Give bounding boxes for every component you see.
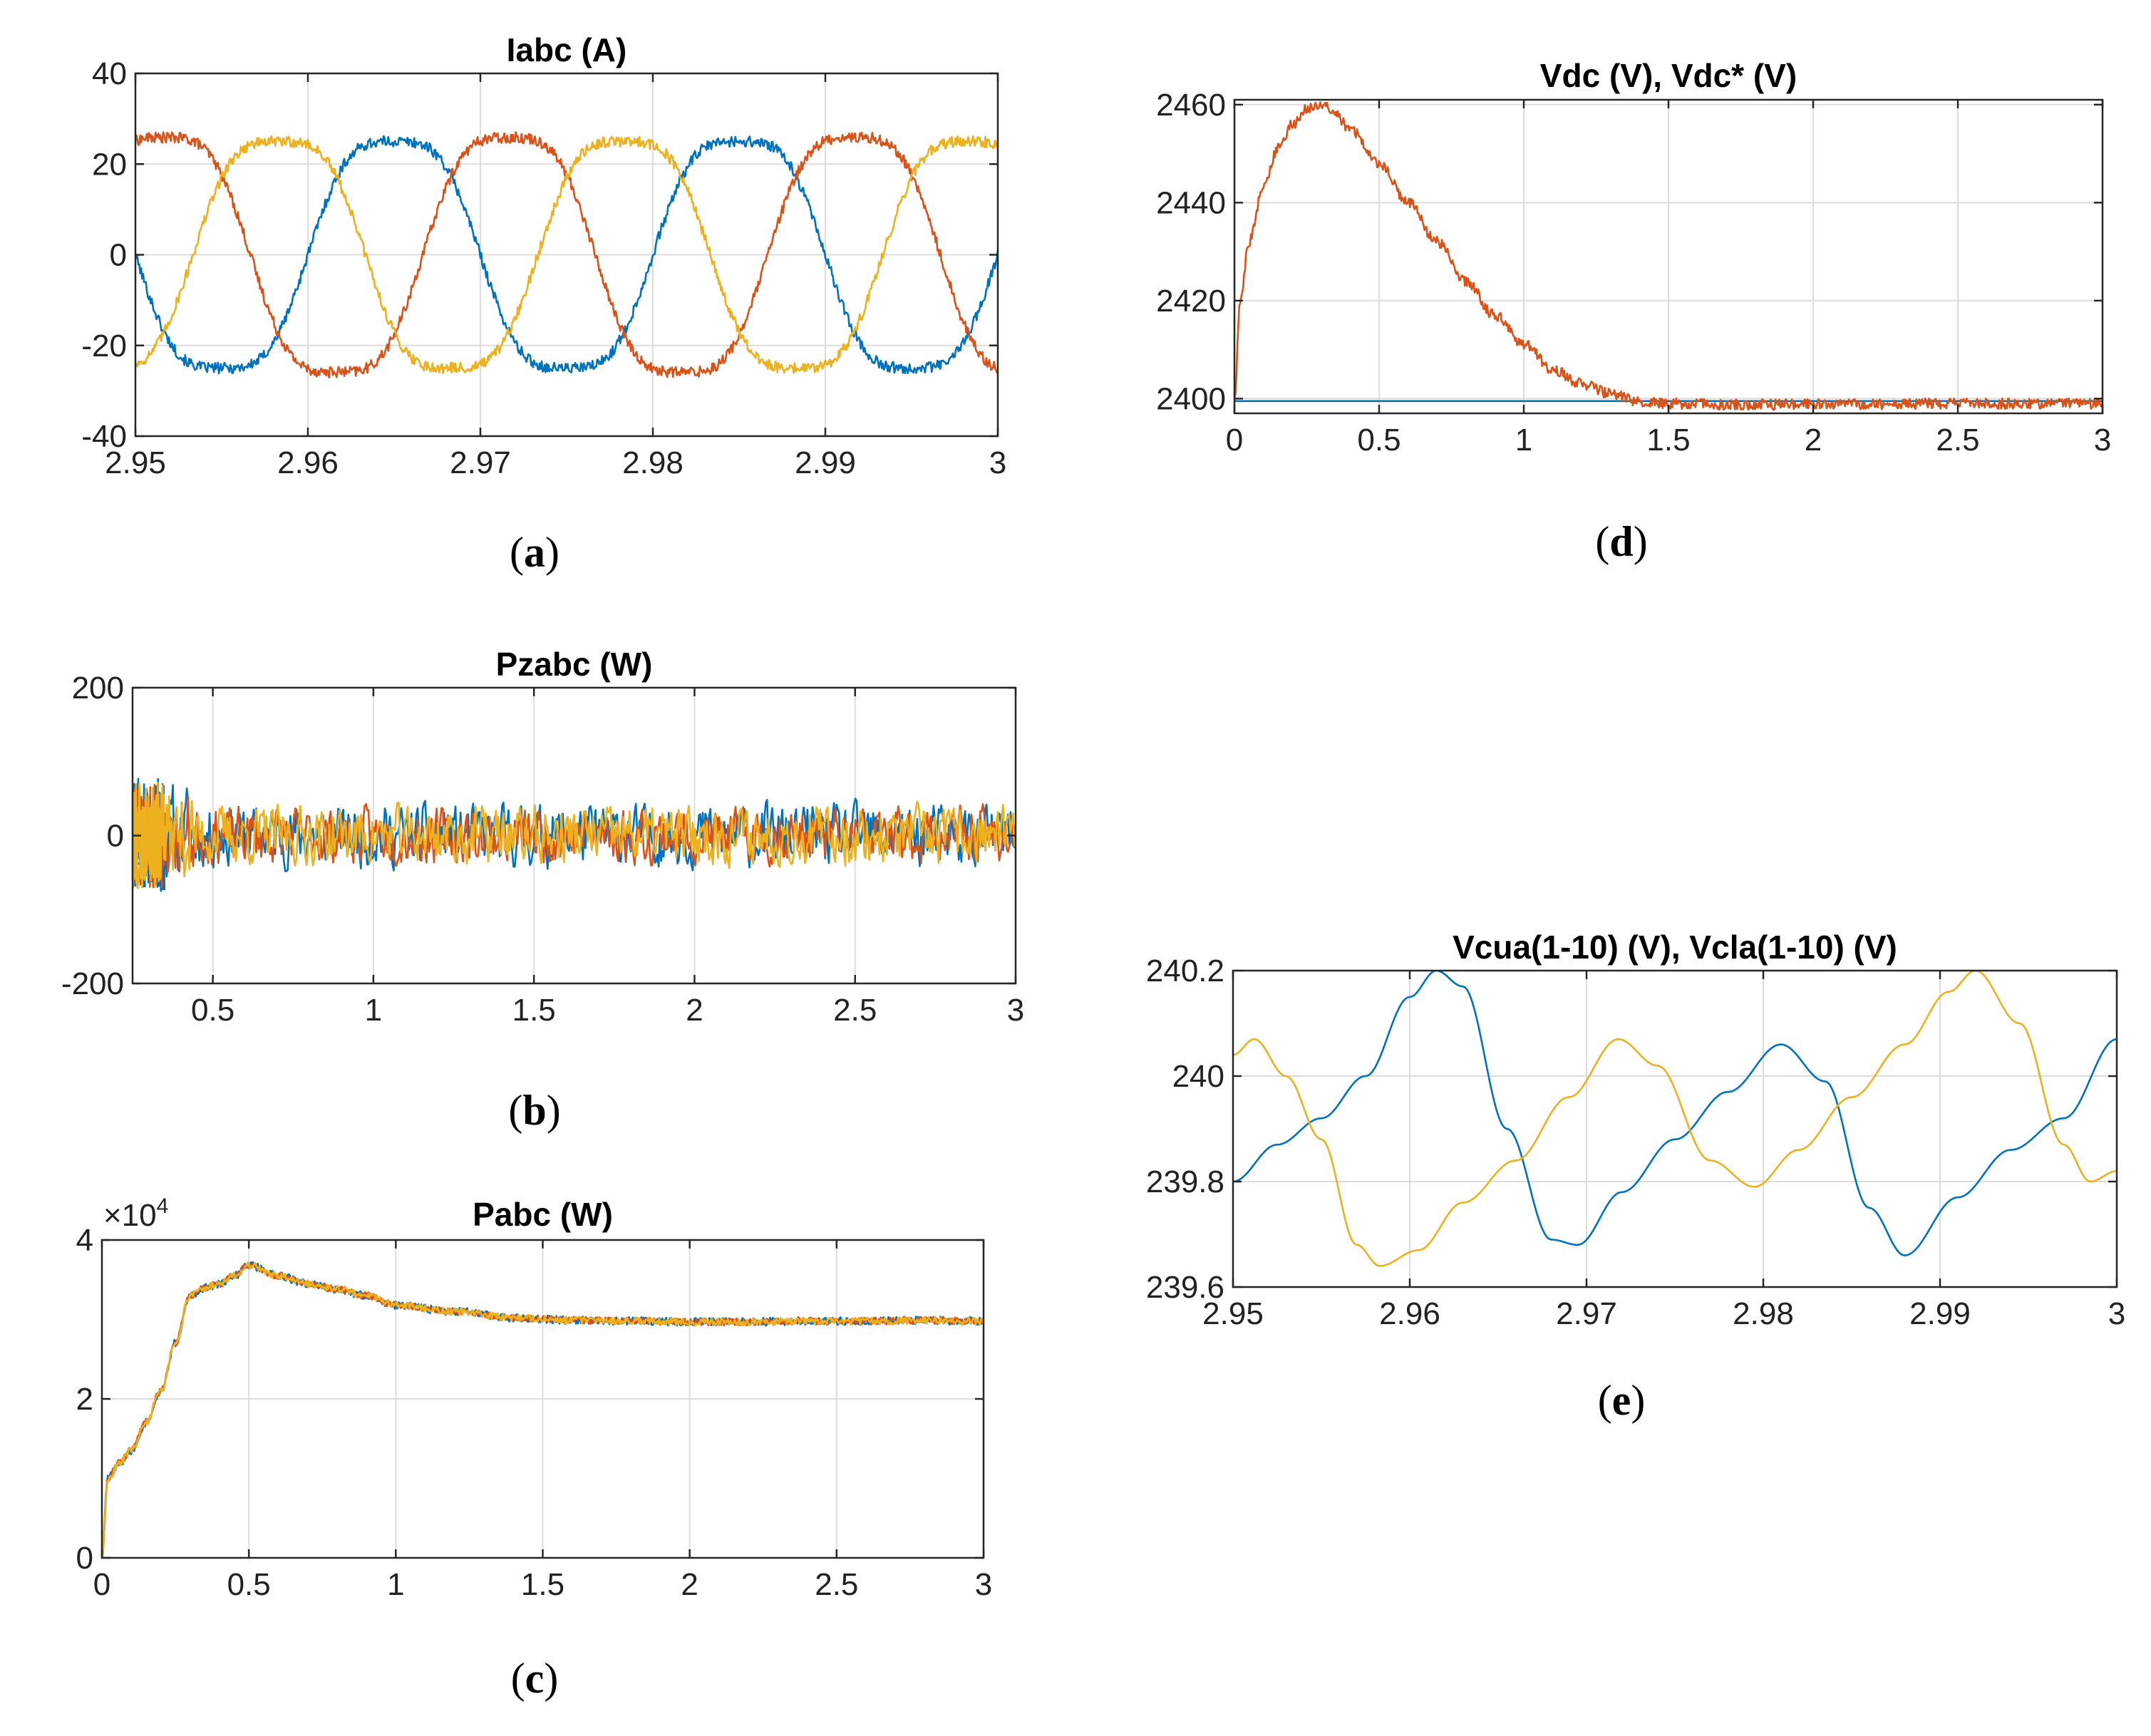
x-tick-label: 1	[1515, 423, 1532, 458]
x-tick-label: 2.97	[450, 445, 511, 480]
x-tick-label: 3	[2094, 423, 2111, 458]
x-tick-label: 2.95	[1202, 1296, 1264, 1331]
series-line-pzc	[133, 781, 1016, 889]
y-tick-label: 2440	[1156, 185, 1226, 220]
series-line-vcua	[1233, 971, 2117, 1256]
x-tick-label: 2.95	[105, 445, 166, 480]
x-tick-label: 0.5	[191, 993, 234, 1028]
axes-frame	[1232, 969, 2118, 1288]
y-tick-label: -40	[81, 419, 127, 454]
chart-title: Pzabc (W)	[496, 646, 653, 683]
panel-label-a: (a)	[510, 529, 559, 576]
y-tick-label: -20	[81, 329, 127, 363]
x-tick-label: 1	[365, 993, 382, 1028]
y-tick-label: 0	[107, 819, 124, 854]
panel-label-c: (c)	[511, 1655, 559, 1702]
y-tick-label: 0	[110, 238, 127, 273]
y-tick-label: 20	[92, 147, 127, 182]
y-tick-label: 240.2	[1146, 954, 1224, 988]
chart-b: 0.5 1 1.5 2 2.5 3 -200 0 200 Pzabc (W) (b)	[61, 646, 1024, 1134]
chart-e: 2.95 2.96 2.97 2.98 2.99 3 239.6 239.8 240 240.2 V…	[1146, 929, 2125, 1424]
panel-label-e: (e)	[1598, 1377, 1646, 1424]
x-tick-label: 3	[975, 1567, 992, 1602]
series-group	[102, 1261, 984, 1558]
panel-label-b: (b)	[508, 1087, 560, 1134]
x-tick-label: 2	[686, 993, 703, 1028]
y-tick-label: -200	[61, 966, 124, 1001]
y-tick-label: 40	[92, 56, 127, 91]
x-tick-label: 2.96	[1379, 1296, 1440, 1331]
x-tick-label: 0.5	[1357, 423, 1401, 458]
x-tick-label: 2	[1805, 423, 1822, 458]
x-tick-label: 2.98	[1733, 1296, 1794, 1331]
x-tick-label: 0.5	[227, 1567, 271, 1602]
x-tick-label: 2	[681, 1567, 698, 1602]
x-tick-label: 3	[2108, 1296, 2125, 1331]
x-tick-label: 3	[1007, 993, 1024, 1028]
y-tick-label: 239.8	[1146, 1164, 1224, 1199]
y-tick-label: 239.6	[1146, 1270, 1224, 1305]
x-tick-label: 1.5	[521, 1567, 564, 1602]
x-tick-label: 2.5	[815, 1567, 858, 1602]
series-group	[133, 777, 1016, 892]
axis-exponent: ×104	[103, 1194, 168, 1233]
chart-title: Iabc (A)	[507, 31, 627, 68]
panel-label-d: (d)	[1595, 518, 1647, 565]
x-tick-label: 2.97	[1556, 1296, 1617, 1331]
x-tick-label: 2.5	[1936, 423, 1979, 458]
chart-title: Vdc (V), Vdc* (V)	[1540, 57, 1797, 94]
series-line-vcla	[1233, 971, 2117, 1267]
series-line-ic	[135, 135, 998, 375]
y-tick-label: 240	[1172, 1059, 1224, 1094]
y-tick-label: 2	[76, 1382, 93, 1417]
x-tick-label: 2.98	[622, 445, 684, 480]
chart-title: Vcua(1-10) (V), Vcla(1-10) (V)	[1453, 929, 1897, 966]
x-tick-label: 2.99	[1909, 1296, 1971, 1331]
chart-d: 0 0.5 1 1.5 2 2.5 3 2400 2420 2440 2460 Vdc (V), Vd…	[1156, 57, 2111, 565]
y-tick-label: 2400	[1156, 381, 1226, 416]
series-group	[1233, 971, 2117, 1267]
y-tick-label: 2460	[1156, 88, 1226, 123]
y-tick-label: 2420	[1156, 284, 1226, 319]
x-tick-label: 3	[989, 445, 1006, 480]
x-tick-label: 2.99	[795, 445, 856, 480]
series-group	[135, 131, 998, 378]
chart-c: 0 0.5 1 1.5 2 2.5 3 0 2 4 Pabc (W) ×104 (c)	[76, 1194, 993, 1702]
y-tick-label: 200	[72, 671, 124, 706]
x-tick-label: 0	[93, 1567, 110, 1602]
x-tick-label: 2.96	[277, 445, 339, 480]
x-tick-label: 1.5	[512, 993, 556, 1028]
y-tick-label: 0	[76, 1541, 93, 1576]
chart-a: 2.95 2.96 2.97 2.98 2.99 3 -40 -20 0 20 40 Iabc (A)…	[81, 31, 1006, 576]
series-line-pc	[102, 1261, 984, 1558]
x-tick-label: 1.5	[1646, 423, 1690, 458]
x-tick-label: 1	[387, 1567, 404, 1602]
y-tick-label: 4	[76, 1223, 93, 1258]
x-tick-label: 0	[1226, 423, 1243, 458]
chart-title: Pabc (W)	[473, 1196, 613, 1233]
x-tick-label: 2.5	[833, 993, 877, 1028]
